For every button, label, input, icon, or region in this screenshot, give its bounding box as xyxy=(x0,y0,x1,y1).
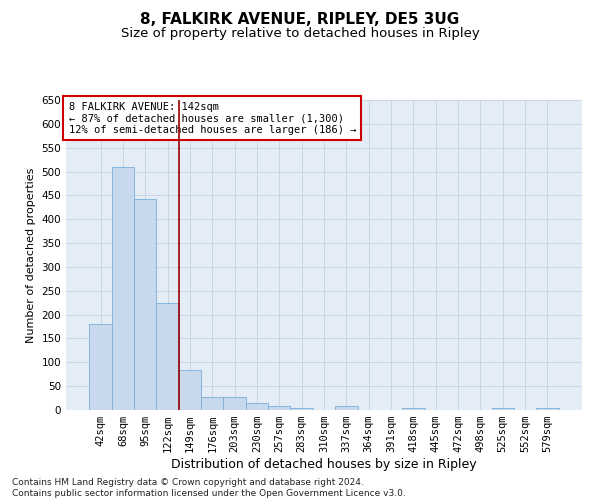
Bar xyxy=(89,324,112,410)
Bar xyxy=(223,397,246,410)
Text: 8 FALKIRK AVENUE: 142sqm
← 87% of detached houses are smaller (1,300)
12% of sem: 8 FALKIRK AVENUE: 142sqm ← 87% of detach… xyxy=(68,102,356,134)
Bar xyxy=(112,167,134,410)
Text: Size of property relative to detached houses in Ripley: Size of property relative to detached ho… xyxy=(121,28,479,40)
Bar xyxy=(290,408,313,410)
Text: 8, FALKIRK AVENUE, RIPLEY, DE5 3UG: 8, FALKIRK AVENUE, RIPLEY, DE5 3UG xyxy=(140,12,460,28)
Bar xyxy=(402,408,425,410)
Bar xyxy=(157,302,179,410)
Bar xyxy=(179,370,201,410)
Bar xyxy=(201,396,223,410)
Y-axis label: Number of detached properties: Number of detached properties xyxy=(26,168,36,342)
Bar xyxy=(491,408,514,410)
Bar xyxy=(536,408,559,410)
Bar xyxy=(134,199,157,410)
Bar xyxy=(335,406,358,410)
X-axis label: Distribution of detached houses by size in Ripley: Distribution of detached houses by size … xyxy=(171,458,477,471)
Text: Contains HM Land Registry data © Crown copyright and database right 2024.
Contai: Contains HM Land Registry data © Crown c… xyxy=(12,478,406,498)
Bar xyxy=(268,406,290,410)
Bar xyxy=(246,403,268,410)
